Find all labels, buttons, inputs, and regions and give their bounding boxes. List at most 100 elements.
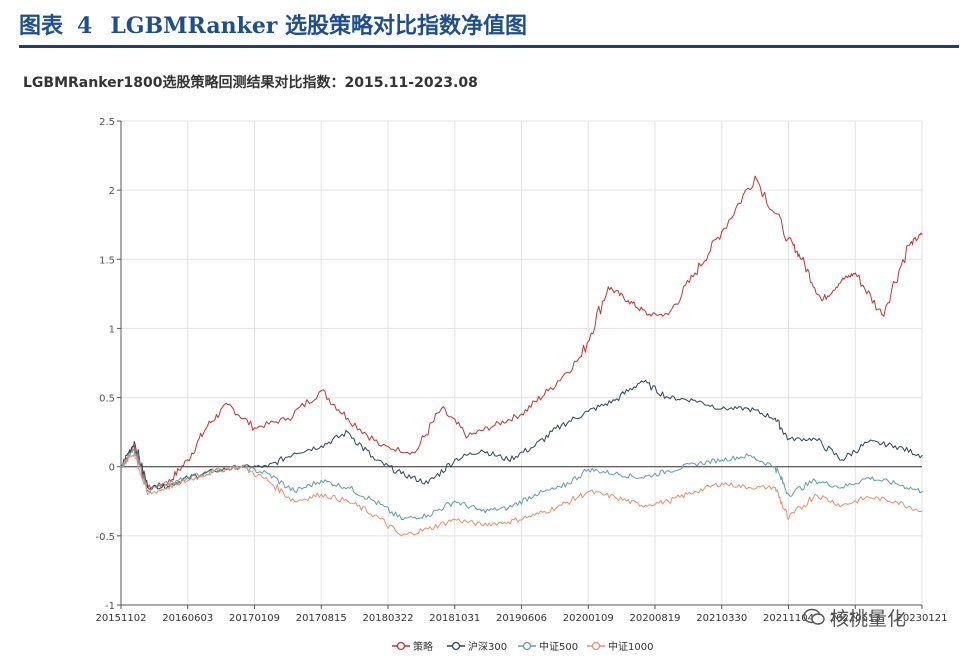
- chart-title: LGBMRanker1800选股策略回测结果对比指数：2015.11-2023.…: [23, 75, 478, 91]
- data-point: [894, 482, 896, 484]
- y-tick-label: -1: [105, 601, 115, 612]
- figure-number: 4: [77, 13, 93, 39]
- data-point: [347, 486, 349, 489]
- data-point: [133, 449, 135, 451]
- data-point: [507, 459, 509, 461]
- data-point: [227, 403, 229, 406]
- data-point: [921, 491, 923, 493]
- data-point: [267, 466, 269, 468]
- data-point: [587, 468, 589, 471]
- data-point: [921, 455, 923, 457]
- data-point: [560, 504, 563, 507]
- data-point: [320, 479, 322, 482]
- data-point: [374, 500, 376, 502]
- data-point: [774, 466, 776, 468]
- figure-title-row: 图表 4 LGBMRanker 选股策略对比指数净值图: [19, 8, 527, 40]
- header-divider: [19, 45, 959, 48]
- data-point: [868, 477, 870, 479]
- data-point: [881, 314, 883, 316]
- data-point: [427, 482, 429, 484]
- data-point: [414, 452, 416, 454]
- x-tick-label: 20170109: [229, 613, 280, 624]
- data-point: [587, 410, 589, 412]
- data-point: [293, 500, 296, 502]
- data-point: [667, 396, 669, 399]
- data-point: [908, 244, 910, 247]
- data-point: [667, 314, 669, 316]
- figure-header: 图表 4 LGBMRanker 选股策略对比指数净值图: [0, 0, 964, 50]
- data-point: [787, 438, 790, 440]
- data-point: [868, 441, 870, 443]
- x-tick-label: 20211104: [763, 613, 814, 624]
- data-point: [921, 510, 923, 512]
- legend-label: 中证1000: [608, 640, 653, 653]
- legend-swatch-marker: [396, 641, 406, 651]
- data-point: [347, 431, 349, 433]
- data-point: [694, 463, 696, 465]
- data-point: [614, 473, 616, 475]
- data-point: [147, 486, 149, 489]
- data-point: [240, 466, 242, 468]
- data-point: [253, 427, 256, 429]
- data-point: [814, 479, 816, 482]
- data-point: [641, 477, 643, 479]
- y-tick-label: 2: [109, 186, 115, 197]
- data-point: [607, 286, 609, 288]
- legend-swatch-marker: [591, 641, 601, 651]
- data-point: [267, 479, 269, 482]
- data-point: [641, 504, 643, 507]
- x-tick-label: 20220613: [830, 613, 881, 624]
- data-point: [320, 445, 322, 447]
- data-point: [614, 399, 616, 401]
- data-point: [187, 479, 189, 482]
- data-point: [647, 314, 649, 316]
- data-point: [293, 452, 296, 454]
- data-point: [841, 279, 843, 281]
- y-tick-label: 1.5: [99, 255, 115, 266]
- x-tick-label: 20200819: [630, 613, 681, 624]
- data-point: [454, 500, 456, 502]
- data-point: [167, 485, 169, 487]
- data-point: [641, 380, 643, 382]
- data-point: [320, 390, 322, 392]
- wechat-icon: [803, 608, 825, 625]
- data-point: [147, 493, 149, 495]
- data-point: [814, 493, 816, 495]
- data-point: [894, 500, 896, 502]
- legend-swatch-marker: [522, 641, 532, 651]
- x-tick-label: 20181031: [429, 613, 480, 624]
- watermark-text: 核桃量化: [830, 608, 907, 630]
- data-point: [614, 496, 616, 498]
- data-point: [400, 535, 402, 537]
- y-tick-label: 1: [109, 324, 115, 335]
- x-tick-label: 20180322: [363, 613, 414, 624]
- data-point: [213, 470, 216, 472]
- data-point: [547, 390, 549, 392]
- x-tick-label: 20151102: [96, 613, 147, 624]
- data-point: [587, 491, 589, 493]
- y-tick-label: 0: [109, 463, 115, 474]
- data-point: [534, 445, 536, 447]
- y-tick-label: 0.5: [99, 394, 115, 405]
- legend-label: 中证500: [539, 640, 578, 653]
- data-point: [841, 504, 843, 507]
- data-point: [560, 424, 563, 426]
- data-point: [494, 424, 496, 426]
- data-point: [187, 477, 189, 479]
- x-tick-label: 20190606: [496, 613, 547, 624]
- data-point: [133, 452, 135, 454]
- data-point: [427, 514, 429, 516]
- data-point: [694, 491, 696, 493]
- data-point: [454, 518, 456, 520]
- data-point: [467, 435, 469, 437]
- data-point: [841, 459, 843, 461]
- figure-label: 图表: [19, 13, 64, 39]
- data-point: [667, 470, 669, 472]
- data-point: [427, 528, 429, 530]
- data-point: [534, 514, 536, 516]
- data-point: [667, 500, 669, 502]
- x-tick-label: 20160603: [162, 613, 213, 624]
- data-point: [894, 445, 896, 447]
- data-point: [507, 521, 509, 523]
